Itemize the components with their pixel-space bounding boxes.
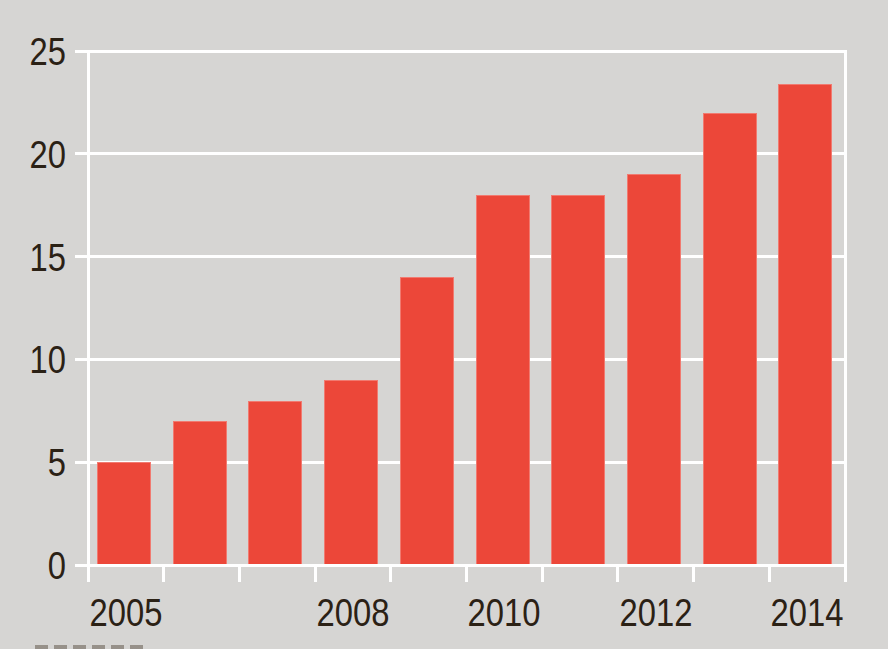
x-tick-label-2008: 2008 bbox=[294, 591, 412, 635]
x-tick-label-2014: 2014 bbox=[748, 591, 866, 635]
x-tick-label-2010: 2010 bbox=[446, 591, 564, 635]
bar-chart-canvas: 0510152025 20052008201020122014 bbox=[0, 0, 888, 649]
x-tick-label-2012: 2012 bbox=[597, 591, 715, 635]
x-axis-labels: 2005 2008 2010 2012 2014 bbox=[0, 0, 888, 649]
x-tick-label-2005: 2005 bbox=[67, 591, 185, 635]
cropped-caption-artifact bbox=[35, 645, 147, 649]
